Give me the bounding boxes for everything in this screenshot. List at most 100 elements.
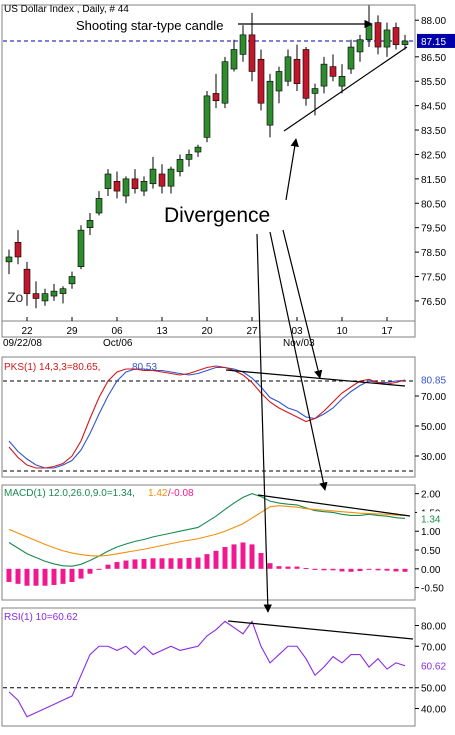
macd-hist-bar — [24, 568, 30, 586]
price-ytick-label: 88.00 — [421, 16, 446, 27]
price-ytick-label: 83.50 — [421, 126, 446, 137]
candle-up — [356, 39, 364, 53]
stoch-last-badge — [417, 372, 455, 387]
macd-hist-bar — [312, 568, 318, 570]
rsi-series-rsi — [8, 620, 406, 718]
macd-hist-bar — [105, 564, 111, 569]
trendline-macd-highs — [257, 494, 411, 517]
price-ytick-label: 86.50 — [421, 53, 446, 64]
macd-hist-bar — [276, 566, 282, 569]
candle-up — [149, 168, 157, 185]
macd-hist-bar — [78, 568, 84, 579]
divergence-label: Divergence — [164, 204, 270, 227]
rsi-panel[interactable] — [1, 607, 416, 727]
stoch-ytick-label: 30.00 — [421, 452, 446, 463]
macd-hist-bar — [15, 568, 21, 584]
stoch-series--k — [8, 366, 406, 469]
candle-up — [95, 198, 103, 214]
macd-hist-bar — [393, 568, 399, 572]
divergence-arrow-macd — [269, 231, 328, 491]
candle-up — [320, 63, 328, 87]
candle-down — [374, 22, 382, 48]
candle-up — [176, 159, 184, 172]
macd-ytick-label: 0.50 — [421, 546, 441, 557]
candle-up — [401, 40, 409, 45]
macd-hist-bar — [204, 554, 210, 569]
macd-hist-bar — [123, 560, 129, 569]
candle-up — [5, 256, 13, 263]
zoom-hint: Zo — [7, 289, 24, 305]
macd-hist-bar — [96, 568, 102, 570]
macd-panel[interactable] — [1, 484, 416, 601]
candle-up — [338, 76, 346, 87]
macd-hist-bar — [294, 566, 300, 569]
macd-hist-bar — [330, 568, 336, 571]
macd-ytick-label: 0.00 — [421, 565, 441, 576]
candle-down — [248, 34, 256, 72]
macd-hist-bar — [51, 568, 57, 585]
rsi-last-badge — [417, 658, 455, 673]
macd-hist-bar — [195, 557, 201, 569]
price-ytick-label: 82.50 — [421, 150, 446, 161]
macd-hist-bar — [321, 568, 327, 571]
macd-hist-bar — [114, 562, 120, 569]
candle-up — [86, 220, 94, 228]
macd-hist-bar — [42, 568, 48, 586]
date-row-label: Oct/06 — [103, 338, 133, 349]
candle-down — [32, 293, 40, 299]
rsi-ytick-label: 40.00 — [421, 704, 446, 715]
price-ytick-label: 80.50 — [421, 199, 446, 210]
price-ytick-label: 78.50 — [421, 248, 446, 259]
candle-down — [293, 58, 301, 84]
rsi-legend: RSI(1) 10=60.62 — [4, 612, 78, 623]
price-xtick-label: 06 — [111, 326, 123, 337]
annotation-arrows — [225, 19, 414, 640]
price-xtick-label: 13 — [156, 326, 168, 337]
macd-hist-bar — [69, 568, 75, 582]
trendline-rsi-highs — [227, 620, 414, 640]
price-last-label: 87.15 — [421, 37, 446, 48]
price-ytick-label: 85.50 — [421, 77, 446, 88]
macd-series-macd — [8, 493, 406, 567]
stoch-legend-a: PKS(1) 14,3,3=80.65, — [4, 362, 100, 373]
stoch-last-label: 80.85 — [421, 376, 446, 387]
macd-hist-bar — [249, 544, 255, 569]
candle-down — [302, 49, 310, 99]
price-xtick-label: 22 — [21, 326, 33, 337]
macd-hist-bar — [132, 559, 138, 569]
price-ytick-label: 84.50 — [421, 102, 446, 113]
stoch-ytick-label: 50.00 — [421, 422, 446, 433]
candle-up — [239, 34, 247, 55]
price-last-badge — [417, 33, 455, 48]
divergence-arrow-stoch — [282, 229, 323, 379]
candle-down — [212, 93, 220, 102]
date-row-label: 09/22/08 — [3, 338, 42, 349]
candle-up — [59, 288, 67, 294]
macd-hist-bar — [168, 558, 174, 569]
stochastic-panel[interactable] — [1, 356, 416, 478]
stoch-ytick-label: 70.00 — [421, 392, 446, 403]
macd-ytick-label: 1.00 — [421, 527, 441, 538]
date-row-label: Nov/03 — [283, 338, 315, 349]
price-xtick-label: 27 — [246, 326, 258, 337]
candle-down — [113, 181, 121, 192]
candle-up — [77, 229, 85, 268]
date-axis — [1, 320, 416, 338]
macd-hist-bar — [402, 568, 408, 572]
candle-up — [167, 168, 175, 187]
macd-ytick-label: 2.00 — [421, 490, 441, 501]
macd-legend-a: MACD(1) 12.0,26.0,9.0=1.34, — [4, 488, 135, 499]
candle-down — [257, 58, 265, 104]
price-xtick-label: 10 — [336, 326, 348, 337]
candle-up — [203, 95, 211, 138]
candle-up — [50, 290, 58, 297]
candle-up — [266, 80, 274, 126]
macd-last-badge — [417, 511, 455, 526]
macd-hist-bar — [141, 559, 147, 569]
macd-legend-c: /-0.08 — [168, 488, 194, 499]
candle-down — [131, 178, 139, 189]
trendline-price-support — [283, 46, 408, 132]
macd-hist-bar — [231, 544, 237, 569]
candle-up — [347, 46, 355, 70]
